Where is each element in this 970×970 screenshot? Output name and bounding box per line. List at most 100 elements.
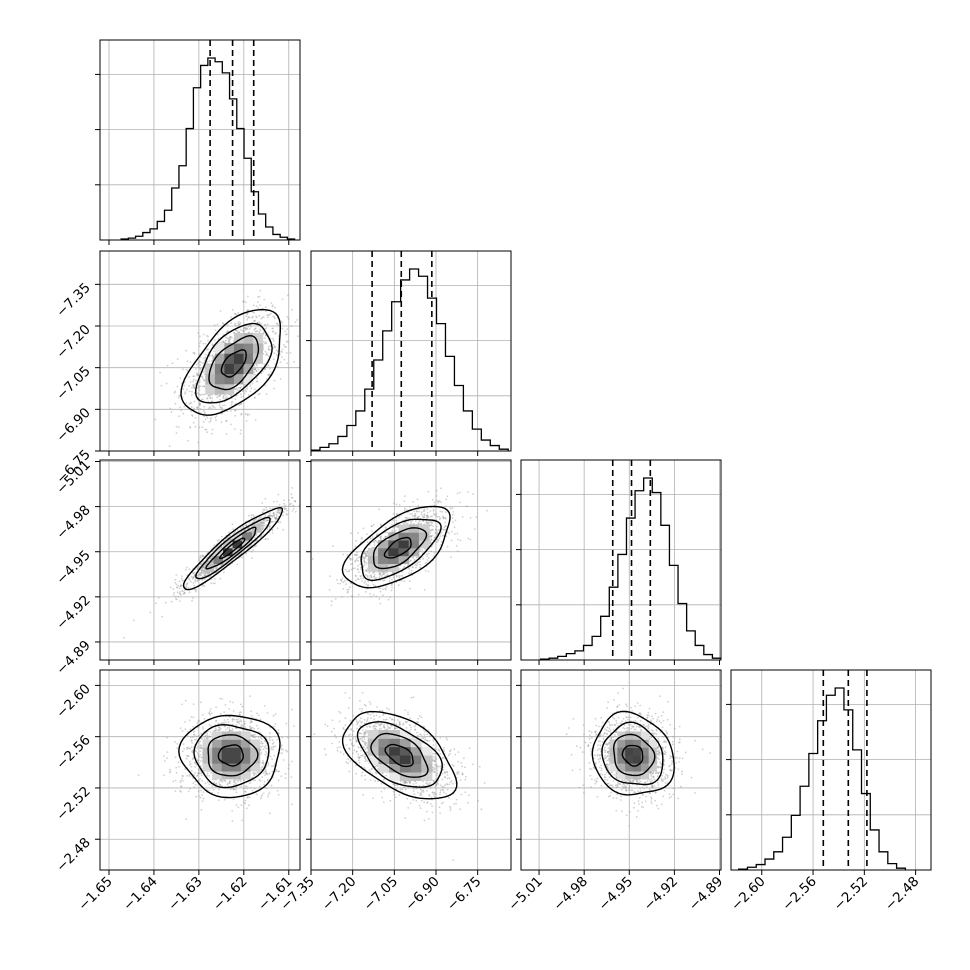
scatter-point bbox=[169, 586, 172, 589]
scatter-point bbox=[251, 789, 254, 792]
scatter-point bbox=[192, 352, 195, 354]
scatter-point bbox=[238, 331, 241, 334]
scatter-point bbox=[193, 400, 196, 403]
scatter-point bbox=[175, 583, 178, 586]
scatter-point bbox=[180, 409, 183, 412]
scatter-point bbox=[409, 559, 412, 561]
scatter-point bbox=[406, 564, 409, 567]
scatter-point bbox=[185, 402, 188, 404]
scatter-point bbox=[201, 569, 203, 572]
scatter-point bbox=[283, 344, 285, 346]
scatter-point bbox=[437, 500, 440, 503]
scatter-point bbox=[201, 398, 204, 401]
marginal-panel-3: −2.60 −2.56 −2.52 −2.48 bbox=[726, 669, 932, 914]
scatter-point bbox=[269, 349, 271, 351]
scatter-point bbox=[243, 779, 246, 781]
scatter-point bbox=[345, 583, 347, 585]
scatter-point bbox=[446, 545, 449, 548]
scatter-point bbox=[417, 517, 419, 519]
scatter-point bbox=[227, 340, 230, 342]
scatter-point bbox=[182, 388, 185, 390]
scatter-point bbox=[188, 390, 191, 393]
scatter-point bbox=[174, 578, 177, 581]
scatter-point bbox=[355, 539, 357, 542]
scatter-point bbox=[209, 394, 212, 397]
density-cell bbox=[408, 532, 420, 541]
scatter-point bbox=[244, 799, 247, 802]
scatter-point bbox=[340, 579, 342, 581]
scatter-point bbox=[291, 504, 294, 507]
scatter-point bbox=[434, 536, 437, 538]
scatter-point bbox=[196, 406, 198, 409]
scatter-point bbox=[244, 413, 247, 416]
scatter-point bbox=[269, 512, 271, 514]
scatter-point bbox=[443, 529, 445, 531]
scatter-point bbox=[375, 595, 378, 598]
scatter-point bbox=[361, 536, 363, 539]
scatter-point bbox=[188, 385, 191, 387]
scatter-point bbox=[408, 505, 411, 508]
scatter-point bbox=[386, 535, 388, 538]
scatter-point bbox=[416, 510, 419, 513]
scatter-point bbox=[194, 784, 197, 786]
scatter-point bbox=[372, 583, 375, 586]
scatter-point bbox=[290, 502, 292, 505]
scatter-point bbox=[200, 568, 203, 571]
scatter-point bbox=[256, 522, 259, 525]
scatter-point bbox=[275, 517, 278, 519]
scatter-point bbox=[239, 403, 242, 406]
scatter-point bbox=[216, 323, 219, 326]
scatter-point bbox=[369, 592, 371, 595]
scatter-point bbox=[249, 726, 252, 728]
scatter-point bbox=[413, 516, 416, 519]
scatter-point bbox=[455, 545, 458, 547]
scatter-point bbox=[195, 379, 197, 382]
scatter-point bbox=[431, 534, 433, 537]
scatter-point bbox=[187, 755, 189, 758]
scatter-point bbox=[408, 580, 411, 583]
scatter-point bbox=[187, 577, 190, 580]
scatter-point bbox=[212, 358, 215, 360]
scatter-point bbox=[185, 584, 188, 586]
scatter-point bbox=[443, 526, 446, 529]
scatter-point bbox=[249, 324, 252, 327]
scatter-point bbox=[198, 403, 201, 405]
scatter-point bbox=[211, 400, 213, 403]
scatter-point bbox=[486, 509, 488, 512]
scatter-point bbox=[224, 779, 227, 782]
scatter-point bbox=[302, 755, 304, 757]
scatter-point bbox=[169, 770, 172, 773]
scatter-point bbox=[253, 311, 255, 314]
scatter-point bbox=[426, 555, 429, 558]
scatter-point bbox=[264, 384, 267, 387]
scatter-point bbox=[274, 517, 277, 520]
scatter-point bbox=[263, 337, 266, 339]
scatter-point bbox=[183, 592, 186, 595]
scatter-point bbox=[286, 362, 288, 365]
scatter-point bbox=[202, 566, 204, 569]
scatter-point bbox=[226, 410, 229, 413]
scatter-point bbox=[166, 757, 168, 760]
scatter-point bbox=[364, 574, 367, 576]
scatter-point bbox=[414, 514, 417, 517]
scatter-point bbox=[247, 309, 250, 312]
scatter-point bbox=[276, 527, 279, 530]
scatter-point bbox=[222, 397, 225, 400]
scatter-point bbox=[461, 516, 464, 518]
scatter-point bbox=[217, 395, 220, 397]
scatter-point bbox=[201, 377, 204, 380]
scatter-point bbox=[354, 579, 357, 582]
scatter-point bbox=[341, 577, 344, 580]
scatter-point bbox=[294, 510, 297, 513]
scatter-point bbox=[149, 611, 152, 614]
scatter-point bbox=[229, 336, 232, 338]
scatter-point bbox=[250, 734, 253, 737]
scatter-point bbox=[356, 564, 359, 567]
scatter-point bbox=[242, 330, 245, 333]
scatter-point bbox=[349, 559, 352, 561]
scatter-point bbox=[444, 525, 447, 528]
scatter-point bbox=[192, 782, 195, 785]
scatter-point bbox=[187, 755, 190, 757]
panel-frame bbox=[99, 250, 301, 452]
scatter-point bbox=[453, 526, 456, 529]
